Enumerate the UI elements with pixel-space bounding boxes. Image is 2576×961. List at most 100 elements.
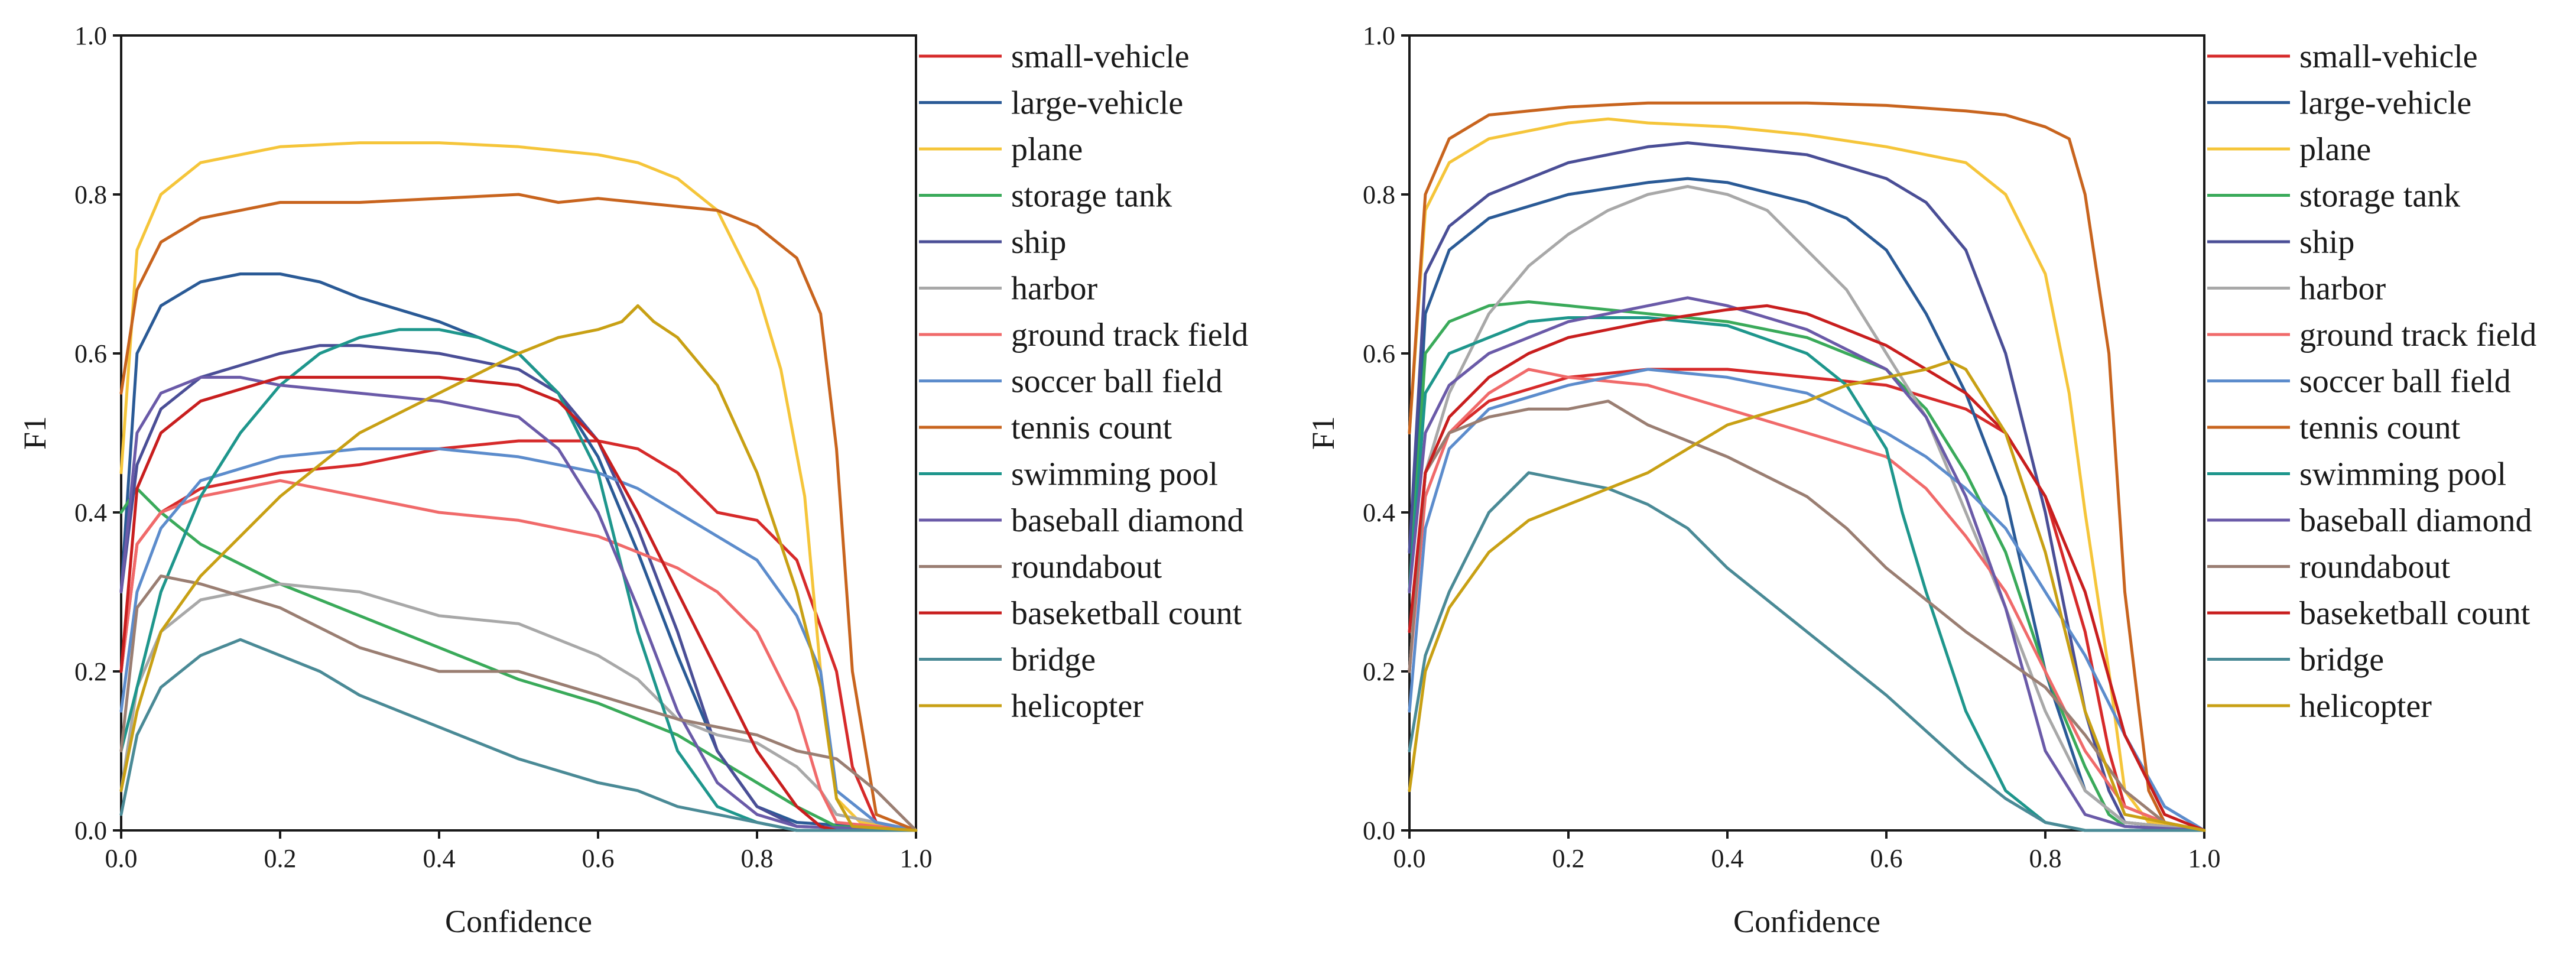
series-line-helicopter: [1408, 360, 2206, 832]
x-tick-label: 0.0: [1393, 844, 1426, 873]
legend-label: tennis count: [2299, 410, 2461, 446]
y-tick-label: 0.8: [1363, 180, 1395, 209]
legend-item: bridge: [2207, 642, 2384, 678]
x-tick-label: 0.6: [1870, 844, 1903, 873]
legend-label: ship: [2299, 224, 2354, 261]
legend-label: baseball diamond: [1011, 502, 1243, 539]
legend-label: soccer ball field: [1011, 363, 1223, 400]
series-line-large-vehicle: [119, 272, 918, 832]
x-tick-label: 0.4: [1711, 844, 1744, 873]
legend-item: small-vehicle: [2207, 38, 2478, 75]
series-line-helicopter: [119, 304, 918, 832]
legend-label: small-vehicle: [1011, 38, 1190, 75]
legend-item: ship: [919, 224, 1066, 261]
legend-item: baseketball count: [2207, 595, 2530, 632]
legend-item: harbor: [919, 271, 1098, 307]
legend-item: storage tank: [919, 178, 1172, 215]
legend-label: ship: [1011, 224, 1066, 261]
y-tick-label: 0.6: [74, 339, 107, 368]
series-line-roundabout: [1408, 400, 2206, 832]
x-axis-title: Confidence: [1733, 904, 1880, 939]
legend-item: baseball diamond: [2207, 502, 2532, 539]
legend-label: small-vehicle: [2299, 38, 2478, 75]
legend-label: bridge: [2299, 642, 2384, 678]
y-tick-label: 0.2: [74, 657, 107, 686]
chart-panel-2: 0.0 0.2 0.4 0.6 0.8 1.0 0.0 0.2 0.4 0.6 0.8 1.0 Conf…: [1305, 21, 2536, 939]
legend-label: large-vehicle: [2299, 85, 2471, 122]
legend-label: swimming pool: [2299, 456, 2506, 493]
series-line-storage-tank: [119, 487, 918, 832]
y-axis-title: F1: [1305, 416, 1341, 450]
y-tick-label: 0.0: [74, 816, 107, 845]
legend-item: baseball diamond: [919, 502, 1243, 539]
series-line-swimming-pool: [119, 328, 918, 832]
legend-item: soccer ball field: [919, 363, 1223, 400]
legend-label: helicopter: [1011, 688, 1144, 725]
y-axis-title: F1: [17, 416, 53, 450]
legend-item: roundabout: [919, 549, 1162, 586]
legend-label: bridge: [1011, 642, 1096, 678]
legend-label: plane: [2299, 131, 2371, 168]
series-line-tennis-count: [119, 193, 918, 832]
legend: small-vehicle large-vehicle plane storage t…: [2207, 38, 2536, 725]
x-axis-title: Confidence: [445, 904, 592, 939]
x-tick-label: 0.6: [582, 844, 615, 873]
chart-panel-1: 0.0 0.2 0.4 0.6 0.8 1.0 0.0 0.2 0.4 0.6 0.8 1.0 Conf…: [17, 21, 1248, 939]
legend-item: small-vehicle: [919, 38, 1190, 75]
legend-item: tennis count: [919, 410, 1172, 446]
series-lines: [1408, 101, 2206, 832]
legend-item: ship: [2207, 224, 2354, 261]
x-tick-label: 1.0: [2188, 844, 2221, 873]
series-line-ship: [119, 344, 918, 832]
series-line-soccer-ball-field: [1408, 368, 2206, 832]
series-line-harbor: [119, 582, 918, 832]
y-tick-label: 0.4: [1363, 498, 1395, 527]
legend-label: soccer ball field: [2299, 363, 2511, 400]
series-line-baseball-diamond: [119, 375, 918, 832]
legend-item: soccer ball field: [2207, 363, 2511, 400]
y-tick-label: 0.2: [1363, 657, 1395, 686]
legend-item: large-vehicle: [919, 85, 1183, 122]
legend-label: harbor: [1011, 271, 1098, 307]
series-line-baseketball-count: [119, 375, 918, 832]
legend-item: large-vehicle: [2207, 85, 2471, 122]
legend-label: roundabout: [2299, 549, 2451, 586]
y-tick-label: 1.0: [74, 21, 107, 50]
legend-item: tennis count: [2207, 410, 2461, 446]
series-line-ground-track-field: [1408, 368, 2206, 832]
y-tick-label: 0.6: [1363, 339, 1395, 368]
x-tick-label: 0.0: [105, 844, 138, 873]
legend-item: storage tank: [2207, 178, 2460, 215]
x-tick-label: 0.8: [741, 844, 774, 873]
x-tick-label: 1.0: [900, 844, 933, 873]
series-line-plane: [119, 141, 918, 832]
legend-label: ground track field: [1011, 317, 1248, 353]
legend-label: baseketball count: [1011, 595, 1242, 632]
series-line-plane: [1408, 117, 2206, 832]
plot-frame: [120, 34, 917, 832]
x-tick-label: 0.2: [1552, 844, 1585, 873]
legend-label: ground track field: [2299, 317, 2536, 353]
series-line-small-vehicle: [119, 439, 918, 832]
legend-label: harbor: [2299, 271, 2386, 307]
legend-item: helicopter: [919, 688, 1144, 725]
x-tick-label: 0.2: [264, 844, 297, 873]
series-line-ship: [1408, 141, 2206, 832]
legend-label: swimming pool: [1011, 456, 1218, 493]
series-line-bridge: [119, 638, 918, 832]
legend-label: helicopter: [2299, 688, 2432, 725]
legend-item: helicopter: [2207, 688, 2432, 725]
y-tick-label: 0.4: [74, 498, 107, 527]
series-line-roundabout: [119, 574, 918, 832]
x-tick-label: 0.4: [423, 844, 456, 873]
y-tick-label: 1.0: [1363, 21, 1395, 50]
legend-item: roundabout: [2207, 549, 2451, 586]
series-line-baseball-diamond: [1408, 296, 2206, 832]
series-line-tennis-count: [1408, 101, 2206, 832]
series-line-ground-track-field: [119, 479, 918, 832]
legend-item: swimming pool: [2207, 456, 2506, 493]
legend-label: roundabout: [1011, 549, 1162, 586]
legend-label: plane: [1011, 131, 1083, 168]
legend-label: baseball diamond: [2299, 502, 2532, 539]
